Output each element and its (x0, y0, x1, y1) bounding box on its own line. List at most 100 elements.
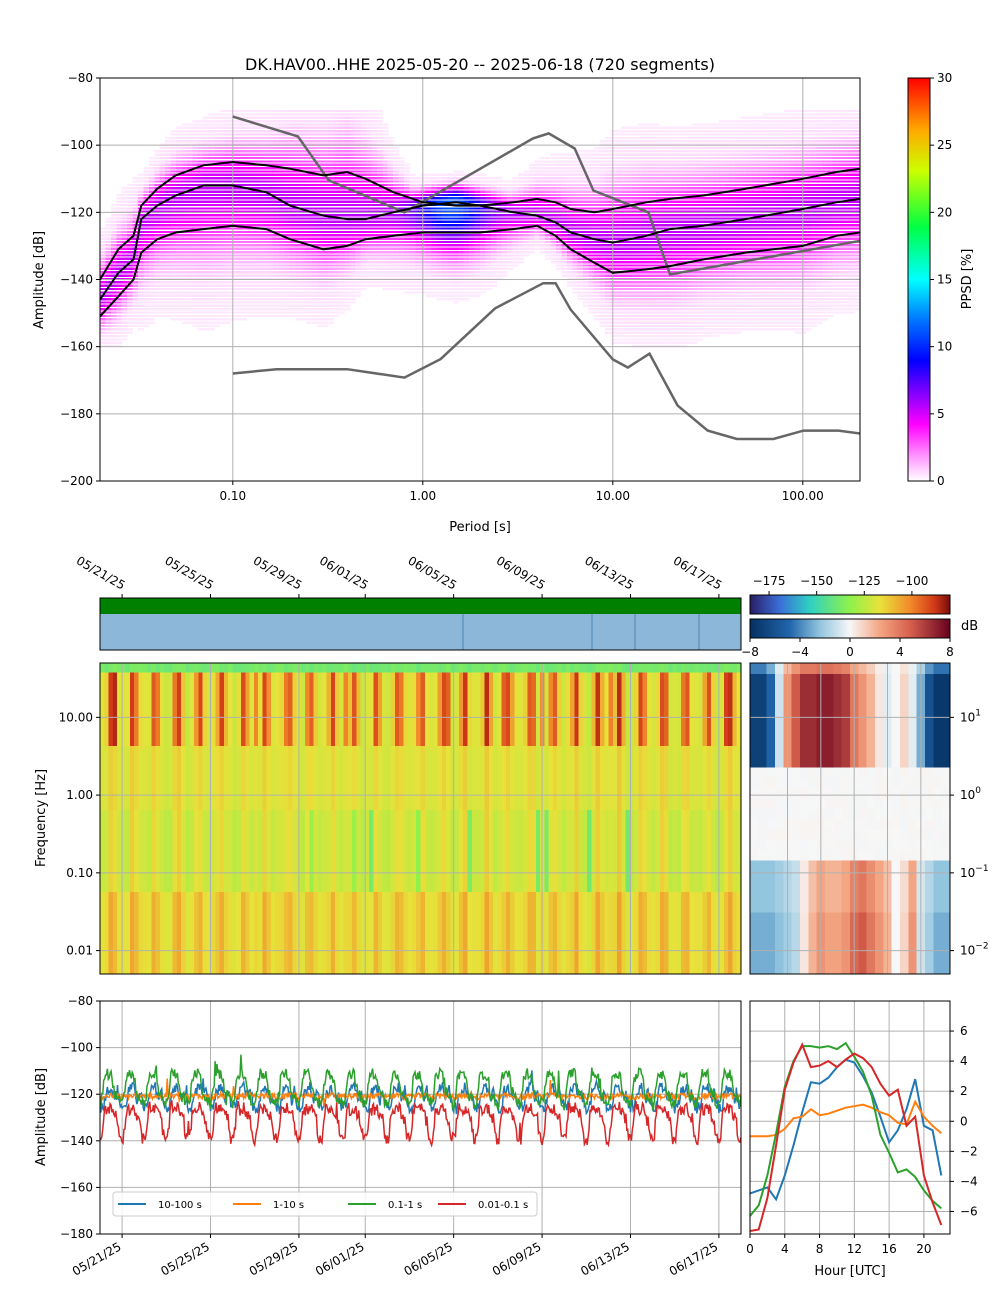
ppsd-density-cell (604, 294, 611, 297)
ppsd-density-cell (626, 217, 633, 220)
ppsd-density-cell (116, 264, 123, 267)
ppsd-density-cell (170, 140, 177, 143)
ppsd-density-cell (404, 177, 410, 180)
ppsd-density-cell (208, 113, 215, 116)
ppsd-density-cell (159, 314, 166, 318)
ppsd-density-cell (539, 203, 546, 207)
ppsd-density-cell (176, 160, 182, 163)
ppsd-density-cell (480, 214, 486, 217)
ppsd-density-cell (192, 130, 199, 133)
ppsd-density-cell (300, 240, 307, 244)
ppsd-density-cell (577, 247, 584, 250)
ppsd-density-cell (105, 334, 112, 338)
ppsd-density-cell (246, 257, 253, 260)
ppsd-density-cell (355, 146, 362, 150)
ppsd-density-cell (127, 217, 134, 220)
ppsd-density-cell (246, 153, 253, 156)
ppsd-density-cell (523, 187, 530, 190)
ppsd-density-cell (393, 254, 400, 257)
ppsd-density-cell (376, 156, 383, 160)
ppsd-density-cell (197, 271, 204, 274)
ppsd-density-cell (474, 261, 481, 264)
ppsd-density-cell (176, 167, 182, 170)
ppsd-density-cell (615, 264, 622, 267)
ppsd-density-cell (436, 200, 443, 203)
ppsd-density-cell (599, 203, 606, 207)
ppsd-density-cell (366, 180, 372, 183)
ppsd-density-cell (252, 244, 258, 247)
ppsd-density-cell (583, 251, 590, 254)
ppsd-density-cell (203, 271, 210, 274)
ppsd-density-cell (219, 271, 226, 274)
ppsd-density-cell (138, 257, 144, 260)
ppsd-density-cell (344, 120, 351, 123)
ppsd-density-cell (458, 207, 465, 210)
ppsd-density-cell (404, 170, 410, 173)
ppsd-density-cell (528, 234, 535, 237)
ppsd-density-cell (214, 217, 220, 220)
ppsd-density-cell (338, 156, 345, 160)
ppsd-density-cell (387, 146, 394, 150)
ppsd-density-cell (241, 156, 248, 160)
ppsd-density-cell (328, 153, 334, 156)
ppsd-density-cell (116, 207, 123, 210)
ppsd-density-cell (414, 217, 421, 220)
ppsd-density-cell (496, 227, 503, 230)
ppsd-density-cell (279, 214, 286, 217)
ppsd-density-cell (431, 207, 438, 210)
ppsd-density-cell (355, 156, 362, 160)
ppsd-density-cell (572, 234, 579, 237)
ppsd-density-cell (214, 254, 220, 257)
ppsd-density-cell (463, 173, 470, 176)
ppsd-density-cell (355, 271, 362, 274)
ppsd-density-cell (224, 193, 231, 197)
ppsd-density-cell (577, 197, 584, 200)
ppsd-density-cell (637, 214, 644, 217)
ppsd-density-cell (252, 130, 258, 133)
ppsd-density-cell (431, 237, 438, 240)
ppsd-density-cell (192, 240, 199, 244)
ppsd-density-cell (387, 230, 394, 234)
ppsd-density-cell (507, 244, 514, 247)
ppsd-density-cell (105, 301, 112, 304)
ppsd-density-cell (132, 207, 139, 210)
ppsd-density-cell (328, 281, 334, 284)
ppsd-density-cell (154, 197, 161, 200)
ppsd-density-cell (148, 227, 155, 230)
ppsd-density-cell (197, 244, 204, 247)
ppsd-density-cell (186, 214, 193, 217)
ppsd-density-cell (165, 156, 172, 160)
ppsd-density-cell (539, 170, 546, 173)
ppsd-density-cell (203, 200, 210, 203)
ppsd-density-cell (252, 314, 258, 318)
ppsd-density-cell (279, 264, 286, 267)
ppsd-density-cell (143, 251, 150, 254)
ppsd-density-cell (268, 277, 275, 281)
ppsd-density-cell (154, 180, 161, 183)
ppsd-density-cell (257, 150, 264, 153)
ppsd-density-cell (295, 133, 302, 136)
ppsd-density-cell (545, 163, 552, 166)
ppsd-density-cell (328, 254, 334, 257)
ppsd-density-cell (300, 284, 307, 287)
ppsd-density-cell (284, 264, 291, 267)
ppsd-density-cell (355, 183, 362, 187)
ppsd-density-cell (311, 180, 318, 183)
ppsd-density-cell (393, 240, 400, 244)
ppsd-density-cell (393, 177, 400, 180)
ppsd-density-cell (143, 200, 150, 203)
ppsd-density-cell (116, 261, 123, 264)
ppsd-density-cell (469, 287, 476, 291)
ppsd-density-cell (528, 167, 535, 170)
ppsd-density-cell (322, 291, 329, 294)
ppsd-density-cell (257, 217, 264, 220)
ppsd-density-cell (463, 207, 470, 210)
ppsd-density-cell (615, 254, 622, 257)
ppsd-density-cell (322, 224, 329, 227)
ppsd-density-cell (523, 170, 530, 173)
ppsd-density-cell (290, 156, 296, 160)
ppsd-density-cell (442, 240, 448, 244)
ppsd-density-cell (279, 304, 286, 307)
ppsd-density-cell (360, 190, 367, 193)
ppsd-density-cell (534, 170, 541, 173)
